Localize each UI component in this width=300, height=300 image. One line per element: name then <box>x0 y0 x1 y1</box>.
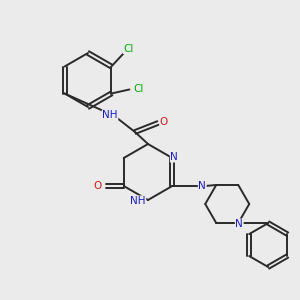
Text: NH: NH <box>130 196 146 206</box>
Text: O: O <box>94 181 102 191</box>
Text: Cl: Cl <box>123 44 134 53</box>
Text: N: N <box>170 152 178 162</box>
Text: N: N <box>198 181 206 191</box>
Text: Cl: Cl <box>133 85 144 94</box>
Text: NH: NH <box>102 110 118 120</box>
Text: O: O <box>160 117 168 127</box>
Text: N: N <box>236 219 243 229</box>
